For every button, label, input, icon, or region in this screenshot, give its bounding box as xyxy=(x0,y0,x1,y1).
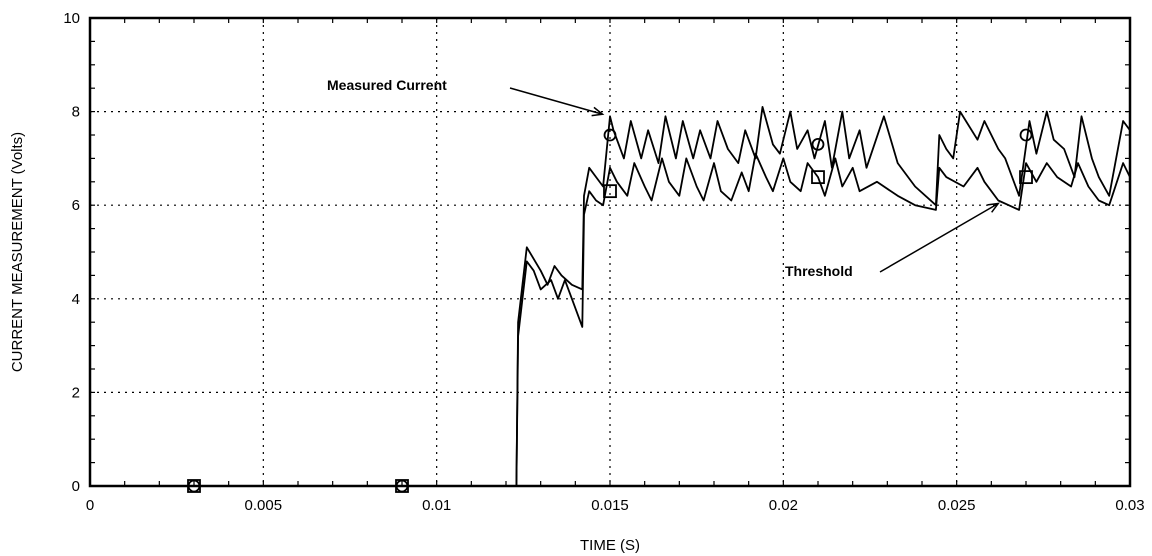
x-tick-label: 0.03 xyxy=(1115,497,1144,514)
annotation-measured-current-label: Measured Current xyxy=(327,77,447,93)
square-marker xyxy=(395,479,409,493)
grid-lines xyxy=(90,18,1130,486)
x-tick-label: 0.025 xyxy=(938,497,976,514)
x-tick-label: 0.02 xyxy=(769,497,798,514)
annotation-measured-current-arrow xyxy=(509,87,605,117)
annotation-measured-current: Measured Current xyxy=(327,77,605,117)
y-tick-label: 2 xyxy=(72,384,80,401)
square-marker xyxy=(187,479,201,493)
y-tick-labels: 0 2 4 6 8 10 xyxy=(63,10,80,495)
annotation-threshold-label: Threshold xyxy=(785,263,853,279)
x-tick-label: 0.01 xyxy=(422,497,451,514)
y-tick-label: 0 xyxy=(72,478,80,495)
y-axis-label: CURRENT MEASUREMENT (Volts) xyxy=(9,132,26,372)
series-line-circle xyxy=(90,106,1131,487)
markers-group xyxy=(187,128,1033,493)
square-marker xyxy=(603,184,617,199)
series-line-square xyxy=(90,152,1131,487)
annotation-threshold: Threshold xyxy=(785,202,1000,279)
square-marker xyxy=(811,170,825,185)
y-tick-label: 6 xyxy=(72,197,80,214)
annotation-threshold-arrow xyxy=(879,202,1000,273)
circle-marker xyxy=(1019,128,1033,142)
circle-marker xyxy=(603,128,617,142)
x-tick-label: 0 xyxy=(86,497,94,514)
x-tick-label: 0.005 xyxy=(245,497,283,514)
circle-marker xyxy=(811,137,825,151)
x-axis-label: TIME (S) xyxy=(580,537,640,554)
y-tick-label: 10 xyxy=(63,10,80,27)
square-marker xyxy=(1019,170,1033,185)
x-tick-labels: 0 0.005 0.01 0.015 0.02 0.025 0.03 xyxy=(86,497,1145,514)
x-tick-label: 0.015 xyxy=(591,497,629,514)
series-group xyxy=(90,106,1131,487)
y-tick-label: 8 xyxy=(72,104,80,121)
y-tick-label: 4 xyxy=(72,291,80,308)
